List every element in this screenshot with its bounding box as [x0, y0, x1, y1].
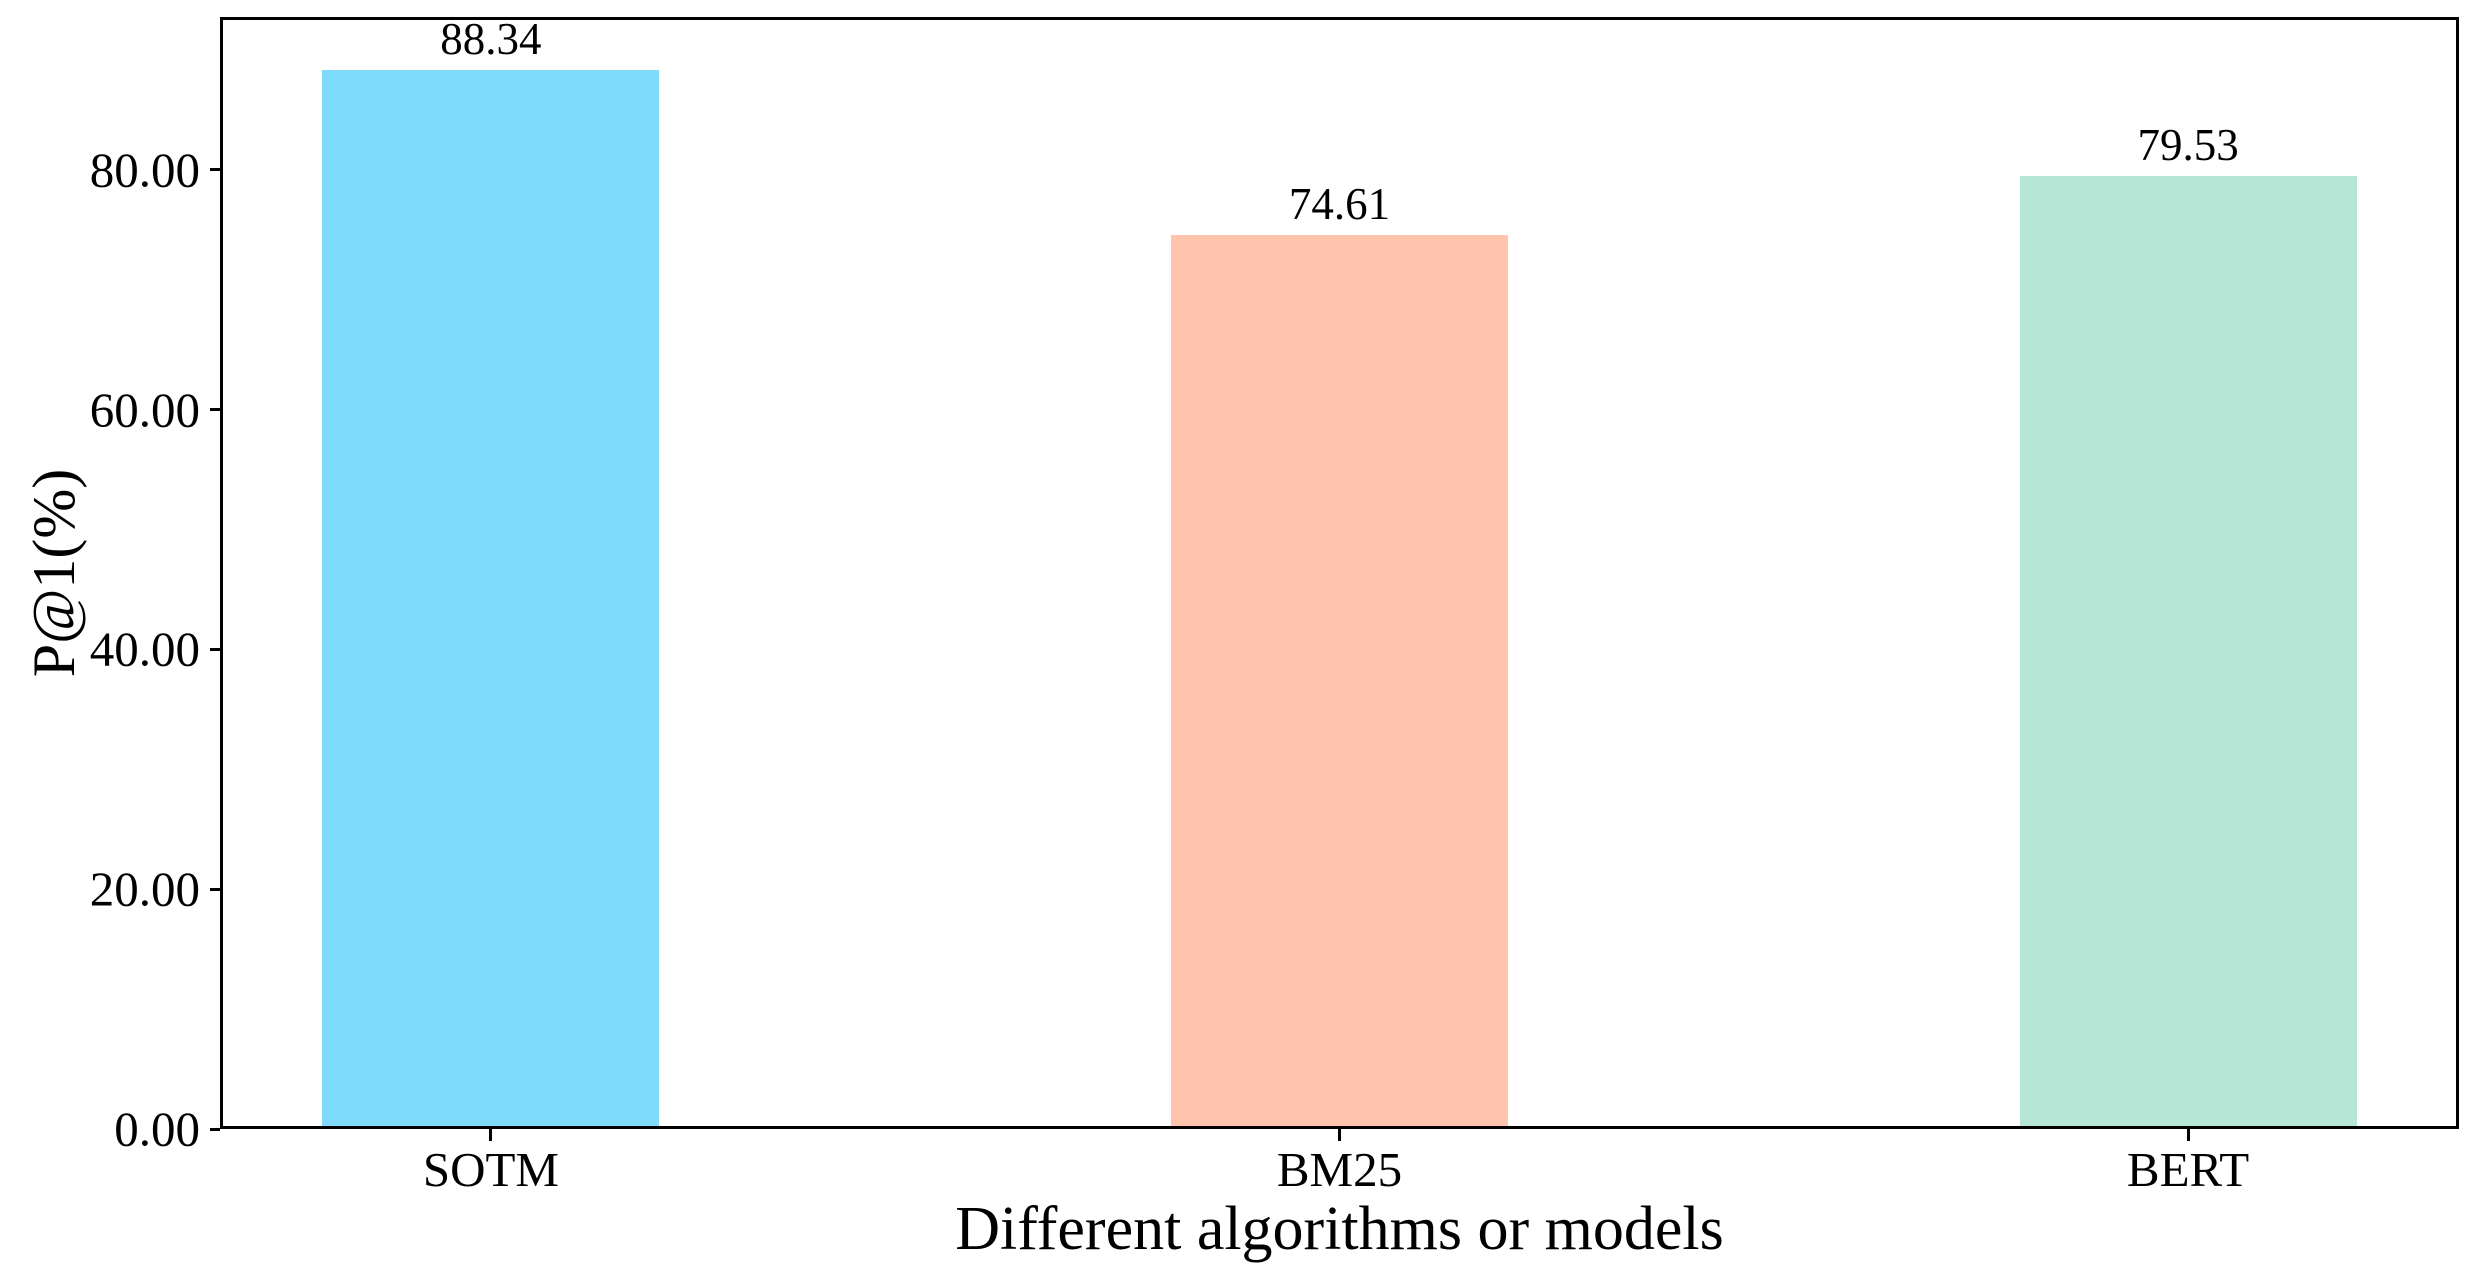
- y-tick-label-20.00: 20.00: [89, 861, 200, 917]
- bar-value-label-bm25: 74.61: [1288, 178, 1391, 229]
- y-tick-mark-20.00: [210, 887, 220, 891]
- bar-sotm: [322, 69, 660, 1129]
- bar-bert: [2019, 175, 2357, 1129]
- y-tick-label-80.00: 80.00: [89, 142, 200, 198]
- y-tick-mark-0.00: [210, 1127, 220, 1131]
- y-tick-label-0.00: 0.00: [114, 1101, 200, 1157]
- y-tick-mark-60.00: [210, 408, 220, 412]
- x-tick-mark-bert: [2186, 1129, 2190, 1141]
- y-tick-label-60.00: 60.00: [89, 382, 200, 438]
- x-tick-label-bm25: BM25: [1276, 1142, 1403, 1197]
- x-tick-label-bert: BERT: [2126, 1142, 2250, 1197]
- x-tick-mark-sotm: [489, 1129, 493, 1141]
- bar-bm25: [1171, 234, 1508, 1129]
- bar-value-label-bert: 79.53: [2137, 119, 2239, 170]
- x-axis-title: Different algorithms or models: [955, 1195, 1724, 1263]
- x-tick-label-sotm: SOTM: [422, 1142, 559, 1197]
- y-axis-title: P@1(%): [21, 468, 87, 678]
- bar-value-label-sotm: 88.34: [440, 13, 542, 64]
- y-tick-label-40.00: 40.00: [89, 621, 200, 677]
- y-tick-mark-80.00: [210, 168, 220, 172]
- y-tick-mark-40.00: [210, 647, 220, 651]
- x-tick-mark-bm25: [1338, 1129, 1341, 1141]
